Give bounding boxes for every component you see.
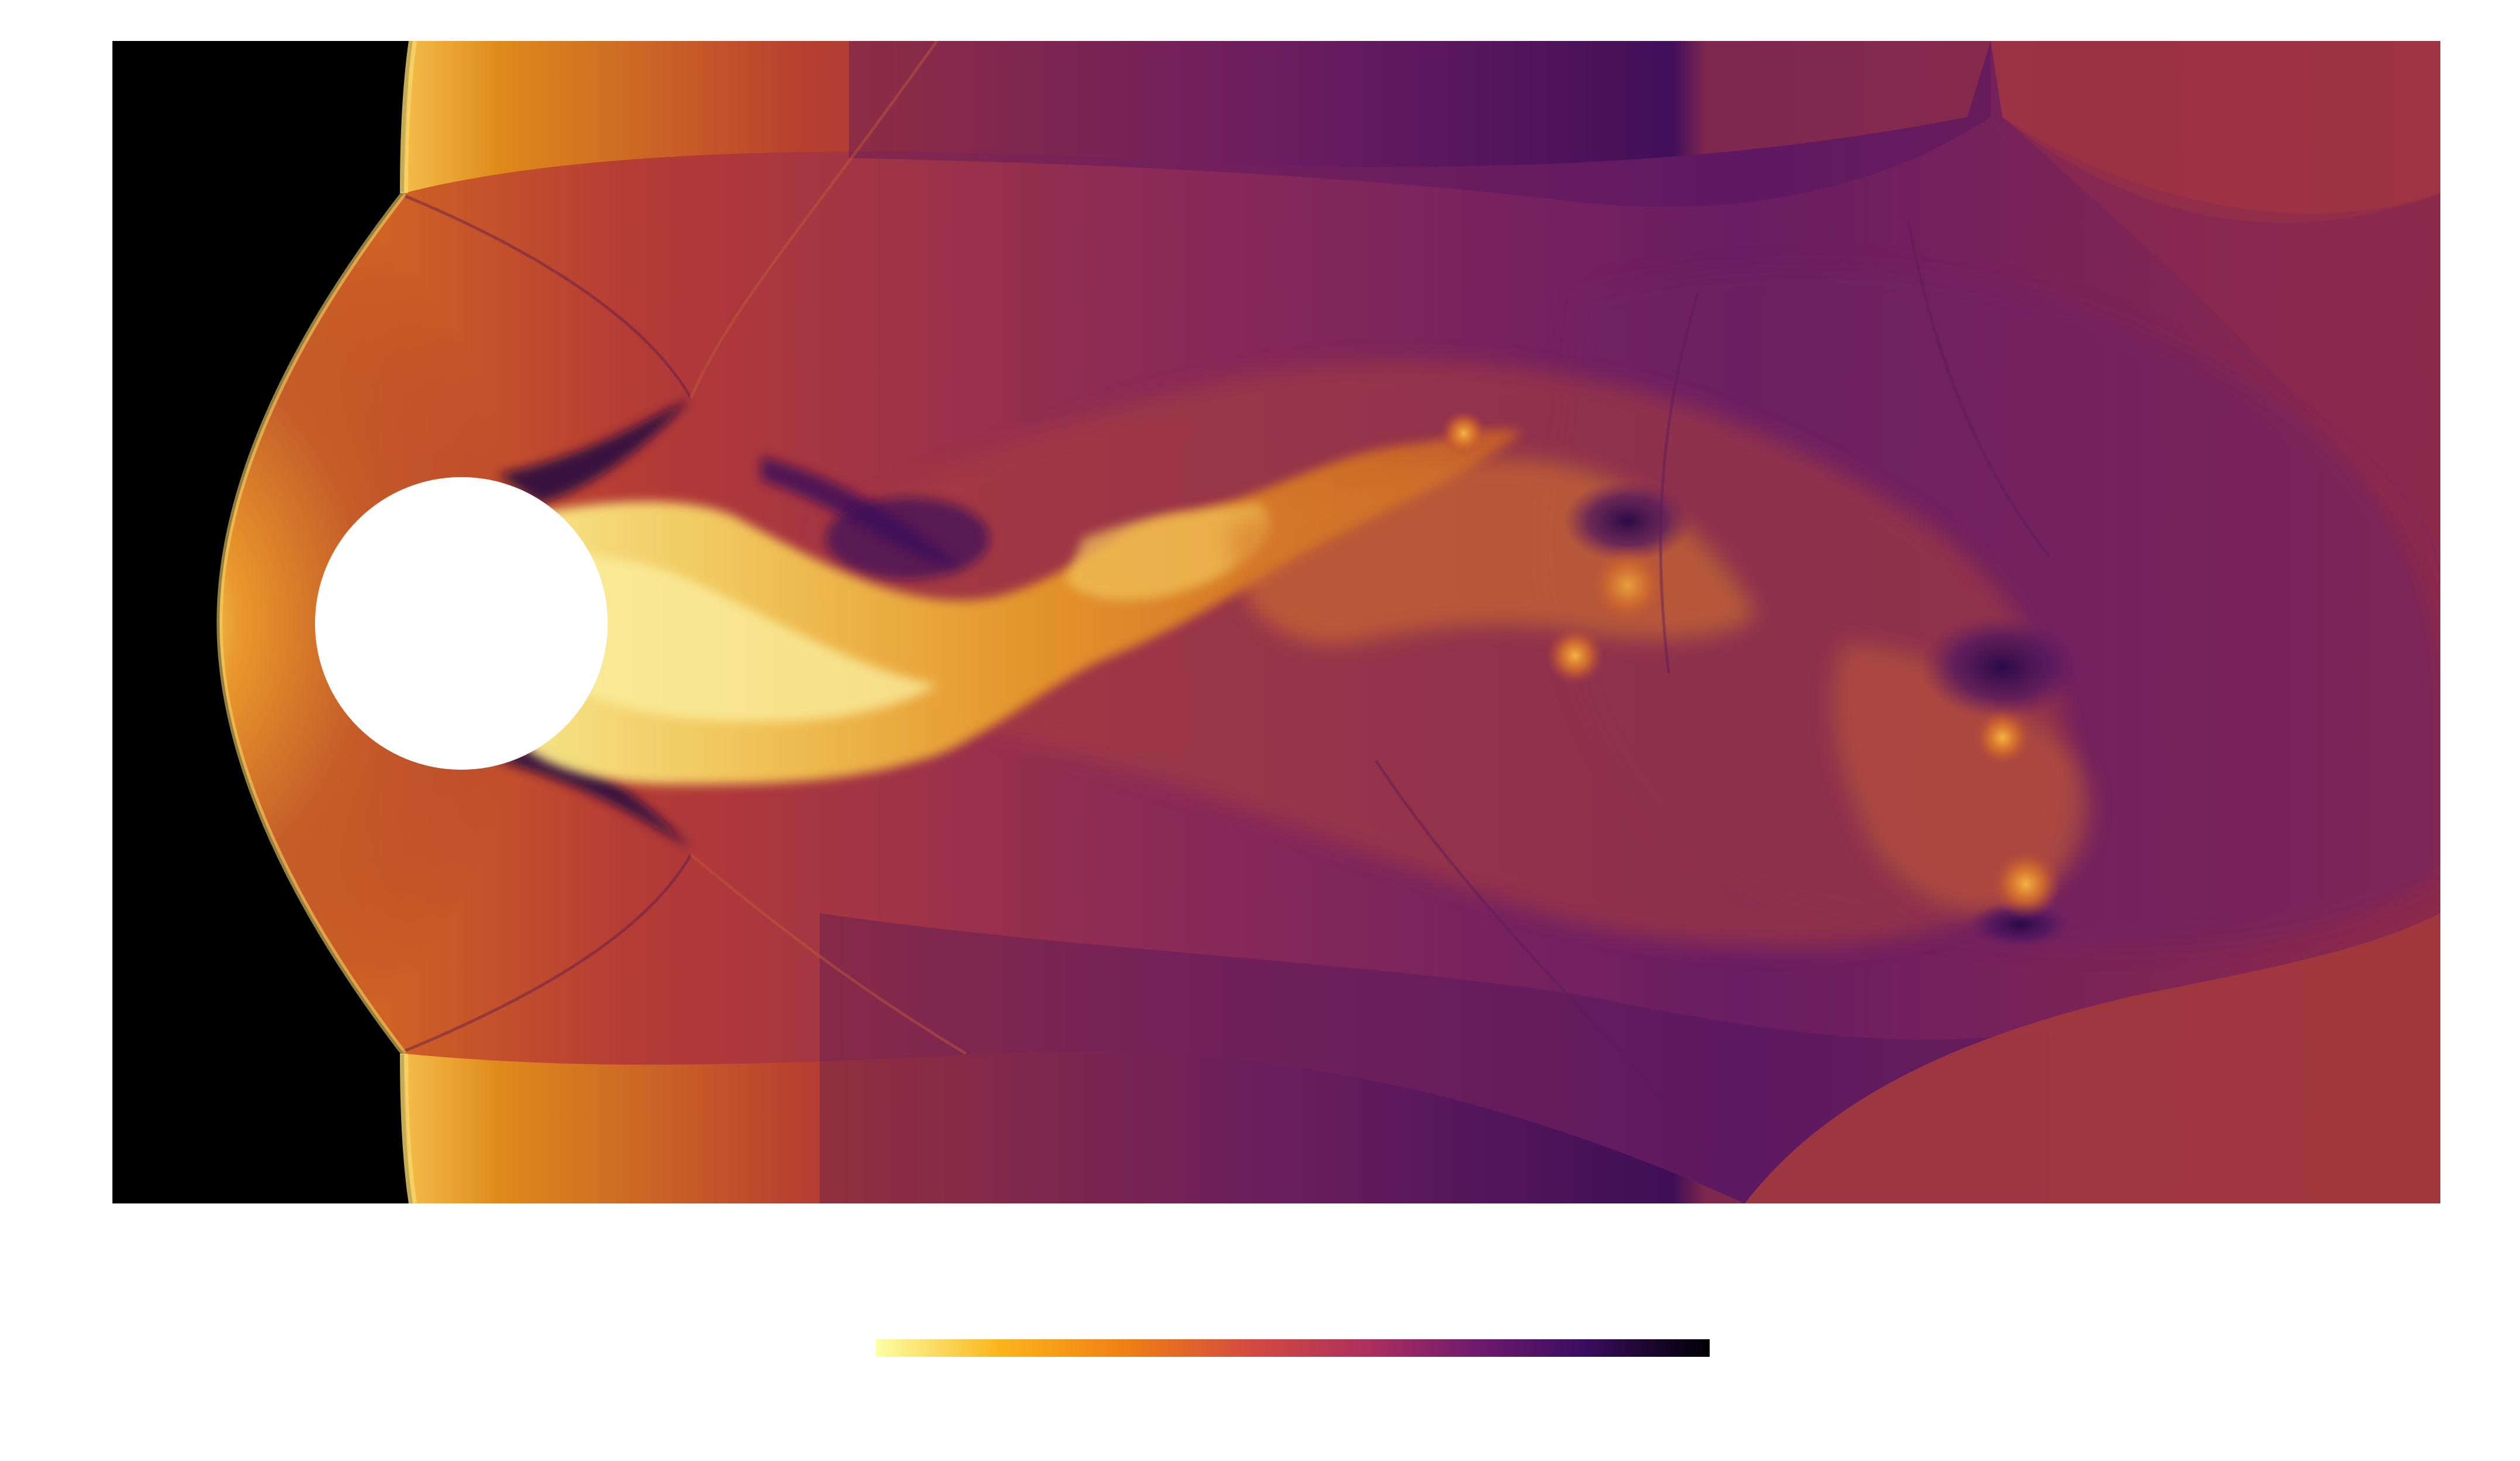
colorbar — [876, 1339, 1710, 1357]
vortex-hot-1 — [1440, 410, 1487, 457]
cylinder-obstacle — [315, 477, 608, 770]
vortex-dark-3 — [1967, 901, 2073, 948]
vortex-dark-1 — [1563, 480, 1692, 562]
vortex-hot-4 — [1973, 708, 2032, 767]
vortex-dark-2 — [1920, 615, 2084, 720]
vortex-hot-3 — [1991, 849, 2061, 919]
flow-field — [112, 41, 2440, 1203]
vortex-hot-2 — [1546, 626, 1604, 685]
colorbar-gradient — [876, 1339, 1710, 1357]
pre-shock-region — [112, 41, 413, 1203]
